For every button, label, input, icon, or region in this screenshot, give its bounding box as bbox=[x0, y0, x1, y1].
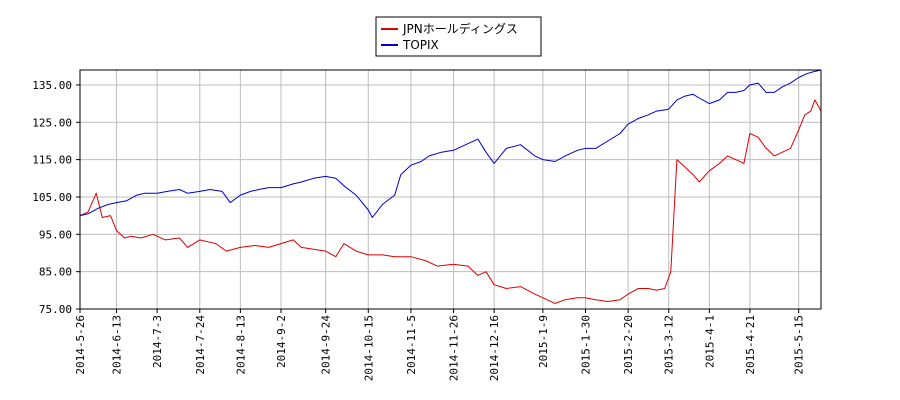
y-tick-label: 115.00 bbox=[32, 154, 72, 167]
series-layer bbox=[79, 69, 822, 304]
grid-lines bbox=[80, 70, 821, 310]
x-tick-label: 2014-12-16 bbox=[488, 315, 501, 381]
y-tick-label: 135.00 bbox=[32, 79, 72, 92]
series-line-0 bbox=[79, 99, 822, 304]
x-tick-label: 2014-9-24 bbox=[320, 315, 333, 375]
x-tick-label: 2014-11-5 bbox=[405, 315, 418, 375]
x-tick-label: 2015-1-30 bbox=[580, 315, 593, 375]
x-axis: 2014-5-26 2014-6-13 2014-7-3 2014-7-24 2014-… bbox=[74, 309, 806, 381]
x-tick-label: 2014-7-3 bbox=[151, 315, 164, 368]
x-tick-label: 2014-10-15 bbox=[362, 315, 375, 381]
x-tick-label: 2014-11-26 bbox=[448, 315, 461, 381]
plot-frame bbox=[79, 69, 822, 310]
y-tick-label: 75.00 bbox=[39, 303, 72, 316]
x-tick-label: 2015-2-20 bbox=[622, 315, 635, 375]
legend: JPNホールディングス TOPIX bbox=[375, 16, 542, 57]
x-tick-label: 2015-1-9 bbox=[537, 315, 550, 368]
x-tick-label: 2015-5-15 bbox=[793, 315, 806, 375]
y-tick-label: 95.00 bbox=[39, 228, 72, 241]
y-tick-label: 125.00 bbox=[32, 116, 72, 129]
x-tick-label: 2015-4-21 bbox=[744, 315, 757, 375]
x-tick-label: 2014-6-13 bbox=[111, 315, 124, 375]
x-tick-label: 2014-5-26 bbox=[74, 315, 87, 375]
x-tick-label: 2014-9-2 bbox=[275, 315, 288, 368]
series-line-1 bbox=[79, 69, 822, 218]
x-tick-label: 2014-7-24 bbox=[194, 315, 207, 375]
y-axis: 75.00 85.00 95.00 105.00 115.00 125.00 135.00 bbox=[32, 79, 80, 316]
x-tick-label: 2015-3-12 bbox=[663, 315, 676, 375]
y-tick-label: 85.00 bbox=[39, 266, 72, 279]
x-tick-label: 2015-4-1 bbox=[703, 315, 716, 368]
legend-label-1: TOPIX bbox=[402, 38, 439, 52]
y-tick-label: 105.00 bbox=[32, 191, 72, 204]
legend-label-0: JPNホールディングス bbox=[402, 21, 518, 36]
x-tick-label: 2014-8-13 bbox=[234, 315, 247, 375]
legend-box bbox=[375, 16, 542, 57]
